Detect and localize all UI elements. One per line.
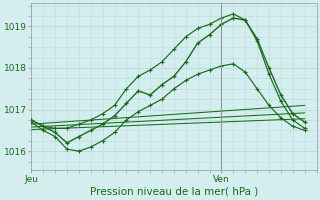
X-axis label: Pression niveau de la mer( hPa ): Pression niveau de la mer( hPa )	[90, 187, 258, 197]
